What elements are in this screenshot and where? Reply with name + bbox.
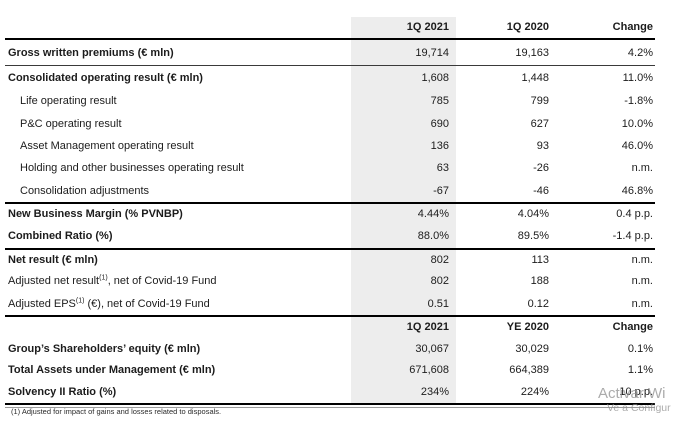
table-row-pc-operating-result: P&C operating result 690 627 10.0% [5, 112, 655, 134]
results-table: 1Q 2021 1Q 2020 Change Gross written pre… [5, 15, 655, 416]
value-1q2021: 1,608 [421, 72, 449, 84]
value-1q2020: 0.12 [527, 297, 549, 310]
table-row-total-assets-under-management: Total Assets under Management (€ mln) 67… [5, 360, 655, 382]
footnote-ref-icon: (1) [99, 274, 108, 282]
table-row-consolidated-operating-result: Consolidated operating result (€ mln) 1,… [5, 65, 655, 90]
label-text: , net of Covid-19 Fund [107, 275, 217, 288]
value-1q2021: 30,067 [415, 342, 449, 355]
value-change: 46.8% [621, 184, 653, 197]
value-change: 1.1% [627, 364, 653, 377]
table-row-life-operating-result: Life operating result 785 799 -1.8% [5, 90, 655, 112]
value-1q2020: 89.5% [517, 230, 549, 243]
value-1q2020: 19,163 [515, 46, 549, 59]
table-row-combined-ratio: Combined Ratio (%) 88.0% 89.5% -1.4 p.p. [5, 225, 655, 248]
value-change: n.m. [631, 254, 653, 267]
table-row-asset-management-operating-result: Asset Management operating result 136 93… [5, 135, 655, 157]
footnote-ref-icon: (1) [75, 297, 85, 305]
value-change: 10 p.p. [619, 386, 653, 399]
row-label: Solvency II Ratio (%) [8, 386, 117, 399]
value-1q2021: 136 [430, 139, 449, 152]
row-label: Adjusted net result(1), net of Covid-19 … [5, 274, 355, 288]
label-text: Adjusted EPS [8, 297, 76, 310]
table-row-new-business-margin: New Business Margin (% PVNBP) 4.44% 4.04… [5, 201, 655, 225]
value-1q2020: 4.04% [517, 208, 549, 221]
value-1q2021: 690 [430, 117, 449, 130]
table-row-adjusted-eps: Adjusted EPS(1) (€), net of Covid-19 Fun… [5, 293, 655, 315]
table-header-q1: 1Q 2021 1Q 2020 Change [5, 15, 655, 40]
row-label: Holding and other businesses operating r… [20, 162, 244, 175]
value-change: 0.4 p.p. [616, 208, 653, 221]
value-change: 0.1% [627, 342, 653, 355]
row-label: Combined Ratio (%) [8, 230, 113, 243]
row-label: P&C operating result [20, 117, 122, 130]
highlight-column-band [351, 17, 456, 403]
value-ye2020: 664,389 [509, 364, 549, 377]
row-label: Life operating result [20, 95, 117, 108]
row-label: Total Assets under Management (€ mln) [8, 364, 216, 377]
value-1q2021: 4.44% [417, 208, 449, 221]
value-1q2021: 802 [430, 275, 449, 288]
footnote: (1) Adjusted for impact of gains and los… [11, 407, 222, 416]
value-1q2020: 188 [530, 275, 549, 288]
row-label: New Business Margin (% PVNBP) [8, 208, 183, 221]
col-header-change: Change [612, 321, 653, 334]
row-label: Gross written premiums (€ mln) [8, 46, 174, 59]
table-bottom-rule-thin [5, 406, 655, 408]
label-text: (€), net of Covid-19 Fund [84, 297, 210, 310]
windows-activation-watermark-line1: Activar Wi [598, 385, 666, 402]
value-change: -1.8% [624, 95, 653, 108]
table-bottom-rule [5, 402, 655, 405]
value-1q2020: 113 [531, 254, 549, 267]
row-label: Asset Management operating result [20, 139, 194, 152]
windows-activation-watermark-line2: Ve a Configur [607, 402, 671, 414]
value-change: 46.0% [621, 139, 653, 152]
table-row-shareholders-equity: Group’s Shareholders’ equity (€ mln) 30,… [5, 338, 655, 360]
value-ye2020: 30,029 [515, 342, 549, 355]
table-row-consolidation-adjustments: Consolidation adjustments -67 -46 46.8% [5, 180, 655, 202]
col-header-change: Change [612, 20, 653, 33]
table-row-holding-other-businesses: Holding and other businesses operating r… [5, 157, 655, 179]
table-row-solvency-ii-ratio: Solvency II Ratio (%) 234% 224% 10 p.p. [5, 381, 655, 403]
value-1q2021: 234% [420, 386, 449, 399]
value-ye2020: 224% [520, 386, 549, 399]
value-change: -1.4 p.p. [612, 230, 653, 243]
value-1q2020: 1,448 [521, 72, 549, 84]
row-label: Adjusted EPS(1) (€), net of Covid-19 Fun… [5, 297, 355, 310]
col-header-1q2020: 1Q 2020 [506, 20, 549, 33]
value-1q2020: -26 [533, 162, 549, 175]
value-change: 4.2% [627, 46, 653, 59]
value-change: n.m. [631, 275, 653, 288]
value-1q2021: 802 [430, 254, 449, 267]
row-label: Net result (€ mln) [8, 254, 98, 267]
value-1q2021: -67 [433, 184, 449, 197]
value-1q2020: 93 [536, 139, 549, 152]
row-label: Consolidation adjustments [20, 184, 150, 197]
value-change: n.m. [631, 162, 653, 175]
row-label: Consolidated operating result (€ mln) [8, 72, 203, 84]
value-1q2020: 799 [530, 95, 549, 108]
value-1q2021: 671,608 [409, 364, 449, 377]
table-header-ye: 1Q 2021 YE 2020 Change [5, 314, 655, 338]
value-change: 10.0% [621, 117, 653, 130]
table-row-net-result: Net result (€ mln) 802 113 n.m. [5, 247, 655, 270]
value-1q2020: -46 [533, 184, 549, 197]
col-header-1q2021: 1Q 2021 [406, 321, 449, 334]
table-row-gross-written-premiums: Gross written premiums (€ mln) 19,714 19… [5, 40, 655, 65]
value-1q2020: 627 [530, 117, 549, 130]
table-row-adjusted-net-result: Adjusted net result(1), net of Covid-19 … [5, 270, 655, 292]
value-change: 11.0% [622, 72, 653, 84]
row-label: Group’s Shareholders’ equity (€ mln) [8, 342, 201, 355]
value-1q2021: 63 [436, 162, 449, 175]
value-change: n.m. [631, 297, 653, 310]
label-text: Adjusted net result [8, 275, 100, 288]
value-1q2021: 785 [430, 95, 449, 108]
col-header-1q2021: 1Q 2021 [406, 20, 449, 33]
value-1q2021: 88.0% [417, 230, 449, 243]
value-1q2021: 0.51 [427, 297, 449, 310]
value-1q2021: 19,714 [415, 46, 449, 59]
col-header-ye2020: YE 2020 [506, 321, 549, 334]
